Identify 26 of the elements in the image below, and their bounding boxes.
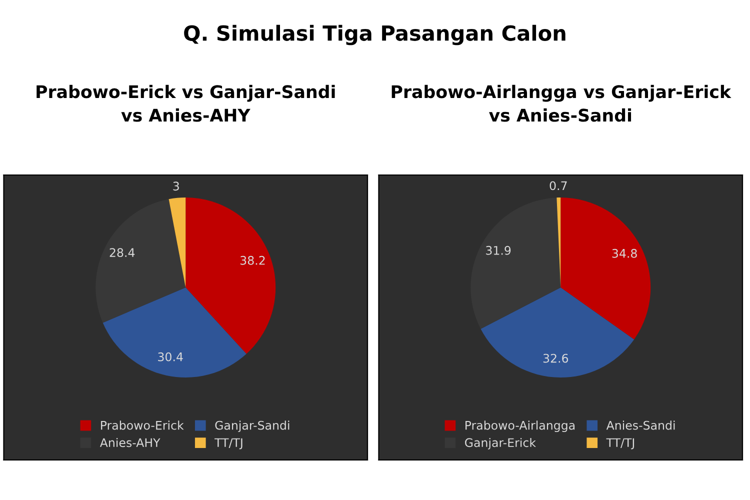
pie-slice (560, 198, 651, 340)
data-label: 30.4 (158, 352, 183, 362)
pie-slice (480, 288, 634, 378)
data-label: 32.6 (543, 354, 568, 363)
pie-slice (96, 199, 186, 323)
legend-label: TT/TJ (214, 438, 242, 450)
data-label: 38.2 (240, 256, 265, 265)
legend-label: TT/TJ (606, 438, 634, 450)
data-label: 31.9 (486, 246, 511, 255)
data-label: 28.4 (110, 248, 135, 258)
data-label: 3 (173, 182, 179, 191)
pie-slice (470, 198, 561, 329)
legend-label: Ganjar-Erick (465, 438, 536, 450)
legend-label: Prabowo-Airlangga (466, 420, 575, 432)
text: Q. Simulasi Tiga Pasangan Calon (184, 24, 566, 46)
legend-label: Prabowo-Erick (101, 420, 184, 430)
data-label: 0.7 (550, 181, 567, 190)
chart-title: Prabowo-Airlangga vs Ganjar-Erick vs Anies-Sandi (392, 84, 732, 122)
legend-label: Anies-AHY (100, 438, 160, 448)
pie-slice (102, 288, 246, 378)
legend-label: Anies-Sandi (606, 420, 675, 430)
chart-title: Prabowo-Erick vs Ganjar-Sandi vs Anies-AHY (36, 84, 335, 122)
data-label: 34.8 (612, 248, 637, 258)
pie-slice (168, 198, 186, 288)
legend-label: Ganjar-Sandi (215, 420, 290, 432)
pie-slice (186, 198, 276, 354)
